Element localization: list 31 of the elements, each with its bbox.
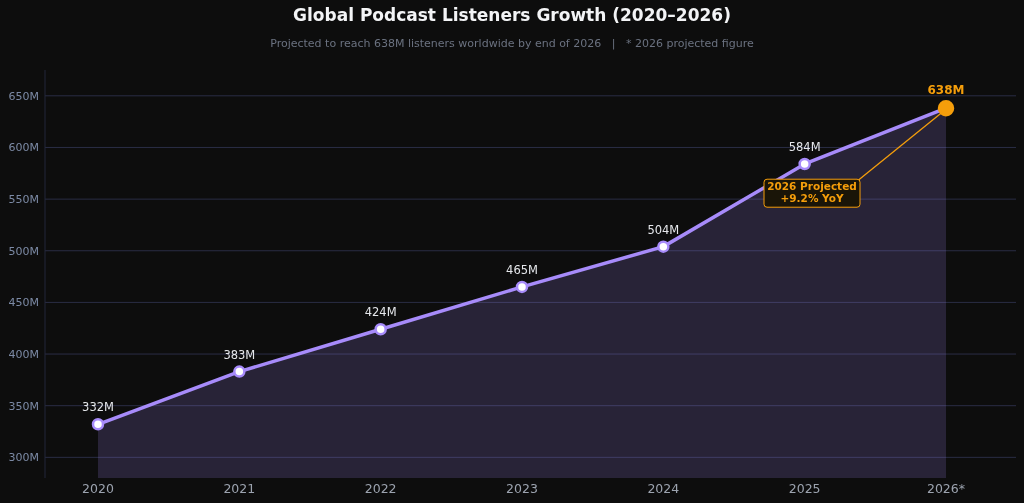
x-tick-label: 2022 [364, 481, 397, 496]
x-tick-label: 2025 [788, 481, 821, 496]
point [233, 365, 246, 378]
y-tick-label: 450M [8, 296, 39, 310]
data-label: 465M [506, 262, 538, 277]
data-label: 584M [788, 139, 821, 154]
point [374, 323, 387, 336]
y-tick-label: 600M [8, 141, 39, 155]
y-tick-label: 650M [8, 89, 39, 103]
annotation: 2026 Projected +9.2% YoY [767, 180, 857, 205]
x-tick-label: 2021 [223, 481, 256, 496]
x-tick-label: 2020 [82, 481, 114, 496]
y-tick-label: 300M [8, 451, 39, 465]
y-tick-label: 400M [8, 347, 39, 361]
data-label: 332M [82, 400, 114, 415]
x-tick-label: 2023 [506, 481, 538, 496]
y-tick-label: 350M [8, 399, 39, 413]
data-label: 504M [647, 222, 680, 237]
chart-title: Global Podcast Listeners Growth (2020–2026) [293, 5, 731, 25]
y-tick-label: 500M [8, 244, 39, 258]
point [91, 418, 105, 431]
point [657, 240, 670, 253]
chart-subtitle: Projected to reach 638M listeners worldwide by end of 2026 | * 2026 projected figure [270, 37, 754, 50]
point [515, 280, 529, 294]
y-tick-label: 550M [8, 192, 39, 206]
data-label: 638M [927, 83, 965, 98]
x-tick-label: 2026* [926, 481, 966, 496]
x-tick-label: 2024 [647, 481, 680, 496]
point [798, 157, 811, 171]
data-label: 383M [223, 347, 256, 362]
data-label: 424M [364, 305, 397, 320]
